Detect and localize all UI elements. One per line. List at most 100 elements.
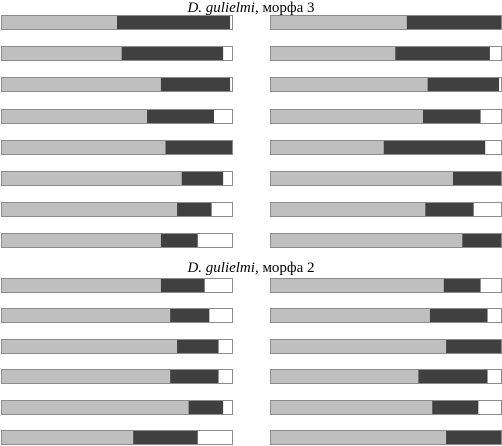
bar-p0-c1-r1	[270, 46, 502, 61]
dark-segment	[443, 278, 481, 293]
dark-segment	[160, 77, 231, 92]
bar-frame	[1, 109, 233, 124]
bar-p0-c1-r2	[270, 77, 502, 92]
dark-segment	[170, 308, 210, 323]
panel-title-morph-2: D. gulielmi, морфа 2	[0, 260, 502, 277]
bar-p0-c1-r5	[270, 171, 502, 186]
bar-p1-c1-r1	[270, 308, 502, 323]
empty-segment	[480, 109, 502, 124]
light-segment	[270, 140, 384, 155]
dark-segment	[462, 233, 502, 248]
dark-segment	[427, 77, 500, 92]
panel-title-species: D. gulielmi	[187, 260, 255, 276]
light-segment	[1, 339, 178, 354]
dark-segment	[170, 369, 219, 384]
empty-segment	[218, 369, 233, 384]
dark-segment	[133, 430, 198, 445]
light-segment	[1, 400, 189, 415]
bar-p0-c0-r5	[1, 171, 233, 186]
dark-segment	[446, 430, 502, 445]
bar-p0-c0-r4	[1, 140, 233, 155]
dark-segment	[181, 171, 224, 186]
light-segment	[270, 278, 444, 293]
dark-segment	[188, 400, 224, 415]
dark-segment	[418, 369, 488, 384]
bar-p0-c1-r6	[270, 202, 502, 217]
empty-segment	[473, 202, 502, 217]
dark-segment	[395, 46, 490, 61]
light-segment	[1, 233, 161, 248]
dark-segment	[406, 15, 502, 30]
light-segment	[270, 202, 426, 217]
bar-p1-c0-r1	[1, 308, 233, 323]
empty-segment	[478, 400, 502, 415]
bar-frame	[1, 233, 233, 248]
dark-segment	[177, 202, 212, 217]
panel-title-morph: , морфа 2	[254, 260, 315, 276]
bar-frame	[1, 15, 233, 30]
empty-segment	[487, 369, 502, 384]
light-segment	[270, 171, 453, 186]
light-segment	[1, 15, 117, 30]
light-segment	[1, 430, 134, 445]
empty-segment	[487, 308, 502, 323]
light-segment	[270, 430, 447, 445]
dark-segment	[425, 202, 474, 217]
dark-segment	[177, 339, 219, 354]
light-segment	[270, 77, 428, 92]
bar-frame	[1, 369, 233, 384]
light-segment	[1, 77, 161, 92]
light-segment	[270, 15, 407, 30]
panel-title-species: D. gulielmi	[187, 0, 255, 16]
light-segment	[1, 140, 166, 155]
empty-segment	[485, 140, 502, 155]
bar-frame	[1, 430, 233, 445]
empty-segment	[223, 46, 233, 61]
light-segment	[270, 46, 396, 61]
bar-p0-c0-r2	[1, 77, 233, 92]
dark-segment	[165, 140, 233, 155]
light-segment	[1, 369, 171, 384]
empty-segment	[499, 77, 502, 92]
empty-segment	[218, 339, 233, 354]
empty-segment	[230, 77, 233, 92]
light-segment	[270, 109, 423, 124]
bar-p1-c1-r5	[270, 430, 502, 445]
bar-frame	[1, 171, 233, 186]
bar-p0-c0-r7	[1, 233, 233, 248]
bar-frame	[1, 339, 233, 354]
light-segment	[1, 46, 122, 61]
dark-segment	[121, 46, 224, 61]
dark-segment	[147, 109, 215, 124]
empty-segment	[480, 278, 502, 293]
bar-p1-c1-r3	[270, 369, 502, 384]
light-segment	[270, 369, 419, 384]
bar-p1-c0-r3	[1, 369, 233, 384]
empty-segment	[204, 278, 233, 293]
bar-p1-c0-r4	[1, 400, 233, 415]
light-segment	[1, 278, 161, 293]
light-segment	[270, 339, 447, 354]
dark-segment	[383, 140, 486, 155]
bar-p1-c1-r4	[270, 400, 502, 415]
empty-segment	[230, 15, 233, 30]
dark-segment	[452, 171, 502, 186]
dark-segment	[446, 339, 502, 354]
bar-p0-c1-r0	[270, 15, 502, 30]
empty-segment	[197, 430, 233, 445]
bar-p1-c0-r0	[1, 278, 233, 293]
bar-frame	[1, 400, 233, 415]
dark-segment	[422, 109, 481, 124]
dark-segment	[160, 278, 205, 293]
bar-p1-c1-r2	[270, 339, 502, 354]
light-segment	[270, 233, 463, 248]
empty-segment	[489, 46, 502, 61]
dark-segment	[117, 15, 231, 30]
bar-p0-c1-r3	[270, 109, 502, 124]
bar-p1-c0-r2	[1, 339, 233, 354]
panel-title-morph-3: D. gulielmi, морфа 3	[0, 0, 502, 17]
bar-p0-c0-r1	[1, 46, 233, 61]
bar-frame	[1, 308, 233, 323]
bar-p1-c1-r0	[270, 278, 502, 293]
